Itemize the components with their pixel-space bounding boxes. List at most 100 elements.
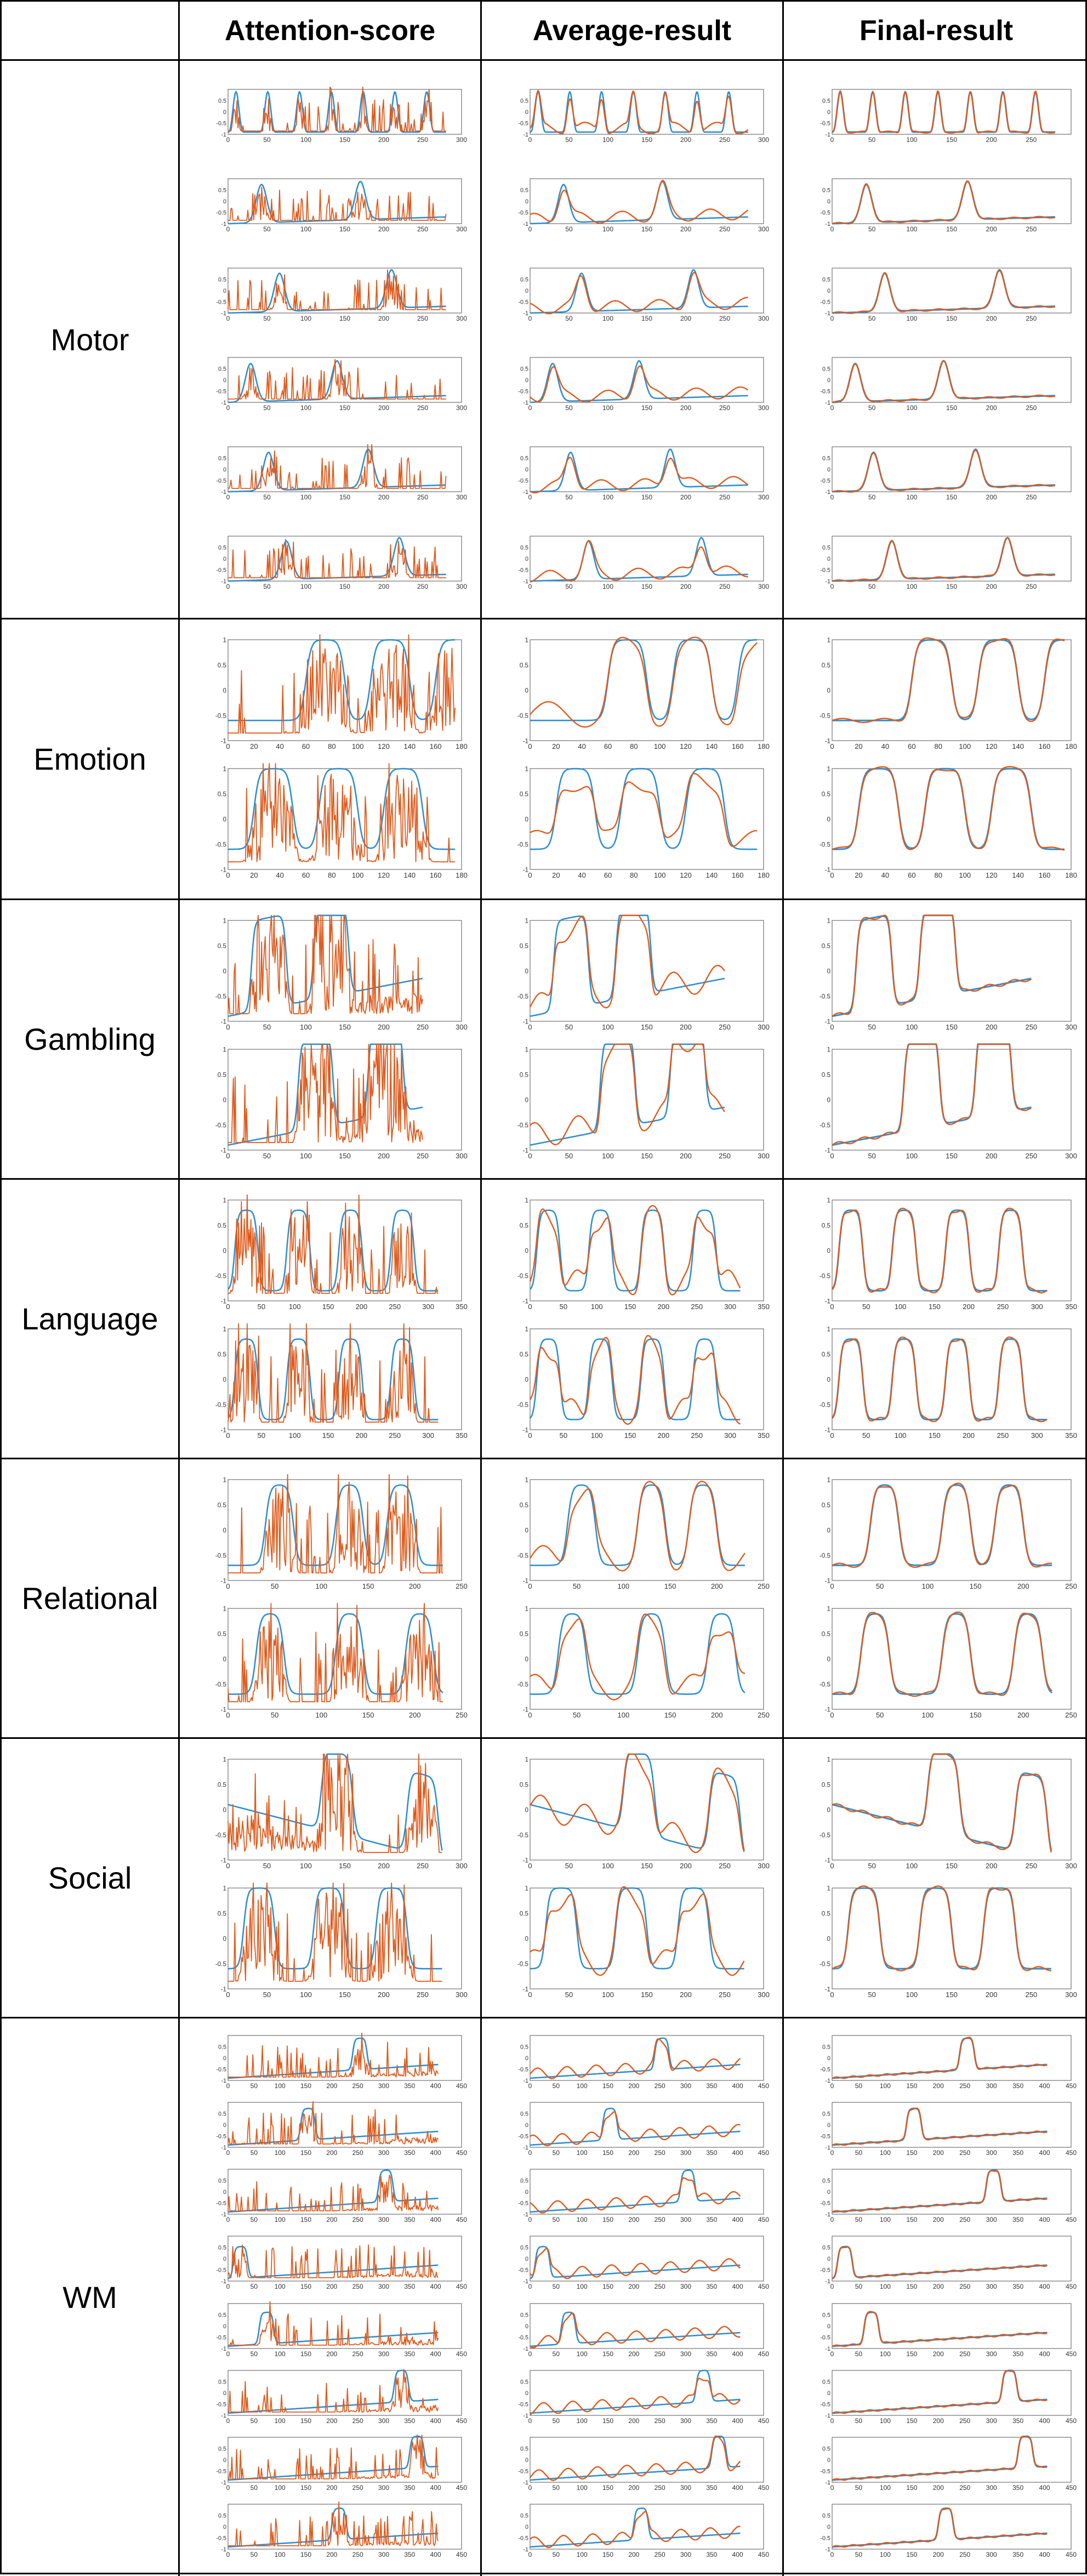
y-tick-label: 1 bbox=[827, 1046, 830, 1053]
series-line-prediction bbox=[227, 914, 423, 1014]
x-tick-label: 350 bbox=[758, 1431, 770, 1440]
x-tick-label: 0 bbox=[528, 404, 532, 412]
x-tick-label: 450 bbox=[758, 2551, 769, 2558]
x-tick-label: 250 bbox=[655, 2350, 665, 2358]
x-tick-label: 200 bbox=[933, 2417, 944, 2425]
y-tick-label: -1 bbox=[523, 866, 528, 873]
plot-frame bbox=[227, 2437, 462, 2483]
series-line-prediction bbox=[530, 2312, 741, 2348]
x-tick-label: 200 bbox=[933, 2484, 944, 2492]
plot-frame bbox=[530, 2169, 764, 2215]
plot-frame bbox=[227, 1199, 462, 1301]
line-plot-wm-1-2: 0 50 100 150 200 250 300 350 400 450 0.5 0 -0.5 -1 bbox=[216, 2101, 467, 2157]
y-tick-label: -1 bbox=[825, 1018, 830, 1025]
x-tick-label: 0 bbox=[528, 2551, 532, 2558]
x-tick-label: 450 bbox=[456, 2216, 467, 2224]
x-tick-label: 150 bbox=[602, 2082, 613, 2090]
x-tick-label: 0 bbox=[226, 2216, 230, 2224]
series-line-prediction bbox=[831, 1207, 1048, 1293]
x-tick-label: 450 bbox=[1066, 2082, 1077, 2090]
x-tick-label: 200 bbox=[680, 493, 691, 501]
y-tick-label: -1 bbox=[523, 1426, 528, 1434]
x-tick-label: 50 bbox=[251, 2283, 258, 2290]
x-tick-label: 0 bbox=[528, 2149, 532, 2157]
x-tick-label: 300 bbox=[724, 1303, 736, 1311]
y-tick-label: -1 bbox=[825, 2279, 830, 2285]
y-tick-label: 0 bbox=[827, 1247, 830, 1254]
y-tick-label: 1 bbox=[525, 1756, 528, 1763]
x-tick-label: 180 bbox=[1065, 871, 1077, 879]
x-tick-label: 0 bbox=[226, 2484, 230, 2492]
y-tick-label: 0.5 bbox=[822, 1630, 831, 1637]
y-tick-label: 0 bbox=[827, 1935, 830, 1942]
x-tick-label: 250 bbox=[352, 2484, 363, 2492]
y-tick-label: 0 bbox=[827, 2390, 830, 2397]
x-tick-label: 300 bbox=[378, 2484, 389, 2492]
series-line-target bbox=[228, 1613, 443, 1695]
y-tick-label: -1 bbox=[825, 579, 830, 585]
y-tick-label: 1 bbox=[223, 636, 226, 644]
x-tick-label: 200 bbox=[933, 2283, 944, 2290]
x-tick-label: 250 bbox=[1025, 1152, 1037, 1160]
series-line-prediction bbox=[228, 444, 447, 490]
x-tick-label: 350 bbox=[706, 2484, 717, 2492]
y-tick-label: -0.5 bbox=[215, 1832, 227, 1839]
x-tick-label: 140 bbox=[1012, 742, 1024, 750]
y-tick-label: 1 bbox=[827, 1605, 830, 1612]
series-line-target bbox=[832, 2246, 1048, 2280]
x-tick-label: 50 bbox=[560, 1431, 567, 1440]
x-tick-label: 60 bbox=[908, 742, 915, 750]
line-plot-motor-3-5: 0 50 100 150 200 250 0.5 0 -0.5 -1 bbox=[820, 446, 1072, 501]
x-tick-label: 0 bbox=[830, 2149, 834, 2157]
y-tick-label: 0 bbox=[223, 377, 226, 384]
x-tick-label: 0 bbox=[226, 136, 230, 144]
y-tick-label: 0.5 bbox=[218, 98, 226, 104]
x-tick-label: 300 bbox=[986, 2350, 997, 2358]
x-tick-label: 0 bbox=[830, 871, 834, 879]
x-tick-label: 150 bbox=[641, 1862, 653, 1870]
x-tick-label: 100 bbox=[300, 583, 311, 590]
y-tick-label: -1 bbox=[825, 489, 830, 496]
y-tick-label: 0 bbox=[827, 687, 830, 694]
task-label-emotion: Emotion bbox=[2, 619, 180, 900]
y-tick-label: -0.5 bbox=[518, 2067, 528, 2073]
x-tick-label: 250 bbox=[1026, 136, 1037, 144]
y-tick-label: 0 bbox=[223, 288, 226, 294]
x-tick-label: 300 bbox=[378, 2216, 389, 2224]
x-tick-label: 0 bbox=[830, 2283, 834, 2290]
x-tick-label: 150 bbox=[339, 493, 350, 501]
x-tick-label: 180 bbox=[456, 742, 468, 750]
line-plot-motor-3-2: 0 50 100 150 200 250 0.5 0 -0.5 -1 bbox=[820, 178, 1072, 233]
y-tick-label: -1 bbox=[523, 1706, 528, 1713]
x-tick-label: 0 bbox=[830, 1152, 834, 1160]
plot-frame bbox=[227, 1049, 462, 1150]
x-tick-label: 150 bbox=[300, 2216, 311, 2224]
x-tick-label: 100 bbox=[906, 493, 917, 501]
series-line-target bbox=[227, 2246, 439, 2280]
series-line-prediction bbox=[228, 186, 447, 221]
task-label-motor: Motor bbox=[2, 61, 180, 619]
series-line-prediction bbox=[228, 2368, 439, 2413]
line-plot-motor-3-4: 0 50 100 150 200 250 0.5 0 -0.5 -1 bbox=[820, 357, 1072, 412]
x-tick-label: 250 bbox=[959, 2350, 970, 2358]
plot-frame bbox=[530, 2236, 764, 2282]
series-line-target bbox=[530, 269, 748, 314]
y-tick-label: 0.5 bbox=[520, 1222, 529, 1229]
y-tick-label: -0.5 bbox=[518, 299, 528, 306]
y-tick-label: -1 bbox=[825, 1577, 830, 1584]
y-tick-label: 0 bbox=[827, 2122, 830, 2129]
series-line-target bbox=[530, 1753, 745, 1851]
x-tick-label: 100 bbox=[275, 2350, 286, 2358]
task-label-language: Language bbox=[2, 1180, 180, 1459]
y-tick-label: 0.5 bbox=[822, 277, 830, 283]
x-tick-label: 80 bbox=[328, 742, 335, 750]
x-tick-label: 150 bbox=[970, 1711, 982, 1719]
y-tick-label: 0 bbox=[525, 2055, 528, 2062]
y-tick-label: 0.5 bbox=[822, 187, 830, 194]
x-tick-label: 300 bbox=[680, 2484, 691, 2492]
y-tick-label: 0.5 bbox=[822, 791, 831, 798]
series-line-prediction bbox=[227, 1323, 439, 1423]
plot-cell-wm-2: 0 50 100 150 200 250 300 350 400 450 0.5 0 -0.5 -1 0 50… bbox=[482, 2018, 784, 2576]
line-plot-wm-3-2: 0 50 100 150 200 250 300 350 400 450 0.5 0 -0.5 -1 bbox=[820, 2102, 1077, 2157]
x-tick-label: 150 bbox=[946, 315, 957, 322]
